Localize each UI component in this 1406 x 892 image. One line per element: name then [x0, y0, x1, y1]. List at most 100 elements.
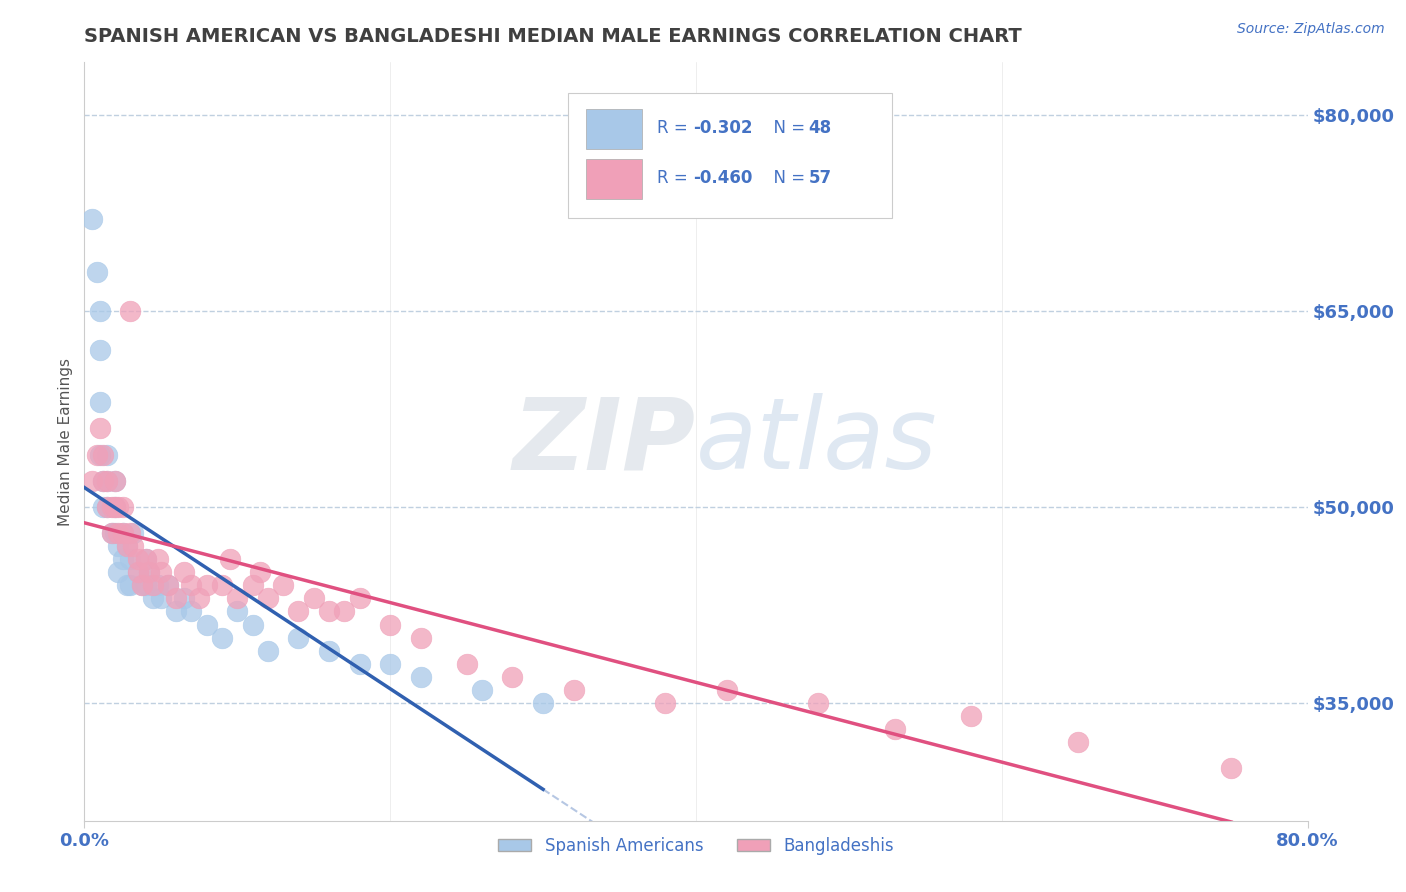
Point	[249, 566, 271, 580]
Point	[302, 591, 325, 606]
Text: N =: N =	[763, 169, 811, 187]
Point	[107, 526, 129, 541]
Point	[101, 526, 124, 541]
Point	[120, 552, 142, 566]
Point	[91, 448, 114, 462]
Point	[807, 696, 830, 710]
Point	[107, 500, 129, 514]
Point	[349, 657, 371, 671]
FancyBboxPatch shape	[586, 110, 643, 149]
Point	[104, 500, 127, 514]
Point	[91, 500, 114, 514]
Point	[211, 631, 233, 645]
Point	[89, 343, 111, 357]
Point	[318, 643, 340, 657]
Point	[716, 682, 738, 697]
Point	[104, 474, 127, 488]
Point	[107, 566, 129, 580]
Point	[120, 303, 142, 318]
Point	[89, 421, 111, 435]
Text: ZIP: ZIP	[513, 393, 696, 490]
Point	[409, 631, 432, 645]
Point	[111, 500, 134, 514]
Point	[127, 566, 149, 580]
Point	[101, 500, 124, 514]
Text: SPANISH AMERICAN VS BANGLADESHI MEDIAN MALE EARNINGS CORRELATION CHART: SPANISH AMERICAN VS BANGLADESHI MEDIAN M…	[84, 27, 1022, 45]
Point	[165, 605, 187, 619]
Point	[456, 657, 478, 671]
Point	[960, 709, 983, 723]
Point	[96, 474, 118, 488]
Point	[349, 591, 371, 606]
Text: -0.302: -0.302	[693, 120, 754, 137]
Point	[1067, 735, 1090, 749]
Text: atlas: atlas	[696, 393, 938, 490]
Point	[257, 643, 280, 657]
Point	[142, 578, 165, 592]
Point	[149, 566, 172, 580]
Point	[86, 448, 108, 462]
Text: R =: R =	[657, 169, 693, 187]
Point	[122, 526, 145, 541]
Point	[107, 539, 129, 553]
Y-axis label: Median Male Earnings: Median Male Earnings	[58, 358, 73, 525]
Point	[96, 500, 118, 514]
Point	[142, 591, 165, 606]
Text: Source: ZipAtlas.com: Source: ZipAtlas.com	[1237, 22, 1385, 37]
Point	[157, 578, 180, 592]
Point	[173, 591, 195, 606]
Point	[211, 578, 233, 592]
Point	[115, 578, 138, 592]
Point	[409, 670, 432, 684]
Point	[111, 526, 134, 541]
Point	[122, 539, 145, 553]
Text: -0.460: -0.460	[693, 169, 752, 187]
Point	[242, 617, 264, 632]
Point	[531, 696, 554, 710]
Point	[115, 539, 138, 553]
Text: 48: 48	[808, 120, 831, 137]
Point	[89, 448, 111, 462]
Point	[242, 578, 264, 592]
Point	[96, 500, 118, 514]
Text: R =: R =	[657, 120, 693, 137]
Point	[135, 552, 157, 566]
Point	[654, 696, 676, 710]
Point	[80, 212, 103, 227]
Point	[89, 395, 111, 409]
Legend: Spanish Americans, Bangladeshis: Spanish Americans, Bangladeshis	[491, 830, 901, 862]
Point	[104, 500, 127, 514]
FancyBboxPatch shape	[586, 160, 643, 199]
Point	[127, 566, 149, 580]
FancyBboxPatch shape	[568, 93, 891, 218]
Point	[111, 526, 134, 541]
Point	[1220, 761, 1243, 775]
Point	[165, 591, 187, 606]
Point	[96, 474, 118, 488]
Point	[146, 552, 169, 566]
Point	[333, 605, 356, 619]
Point	[135, 552, 157, 566]
Point	[180, 578, 202, 592]
Point	[135, 578, 157, 592]
Point	[104, 526, 127, 541]
Point	[146, 578, 169, 592]
Point	[318, 605, 340, 619]
Point	[195, 578, 218, 592]
Point	[380, 657, 402, 671]
Point	[89, 303, 111, 318]
Point	[115, 539, 138, 553]
Point	[180, 605, 202, 619]
Point	[104, 474, 127, 488]
Point	[287, 631, 309, 645]
Text: 57: 57	[808, 169, 831, 187]
Point	[226, 591, 249, 606]
Point	[131, 578, 153, 592]
Point	[138, 566, 160, 580]
Point	[257, 591, 280, 606]
Point	[111, 552, 134, 566]
Point	[562, 682, 585, 697]
Point	[96, 448, 118, 462]
Point	[271, 578, 294, 592]
Point	[218, 552, 240, 566]
